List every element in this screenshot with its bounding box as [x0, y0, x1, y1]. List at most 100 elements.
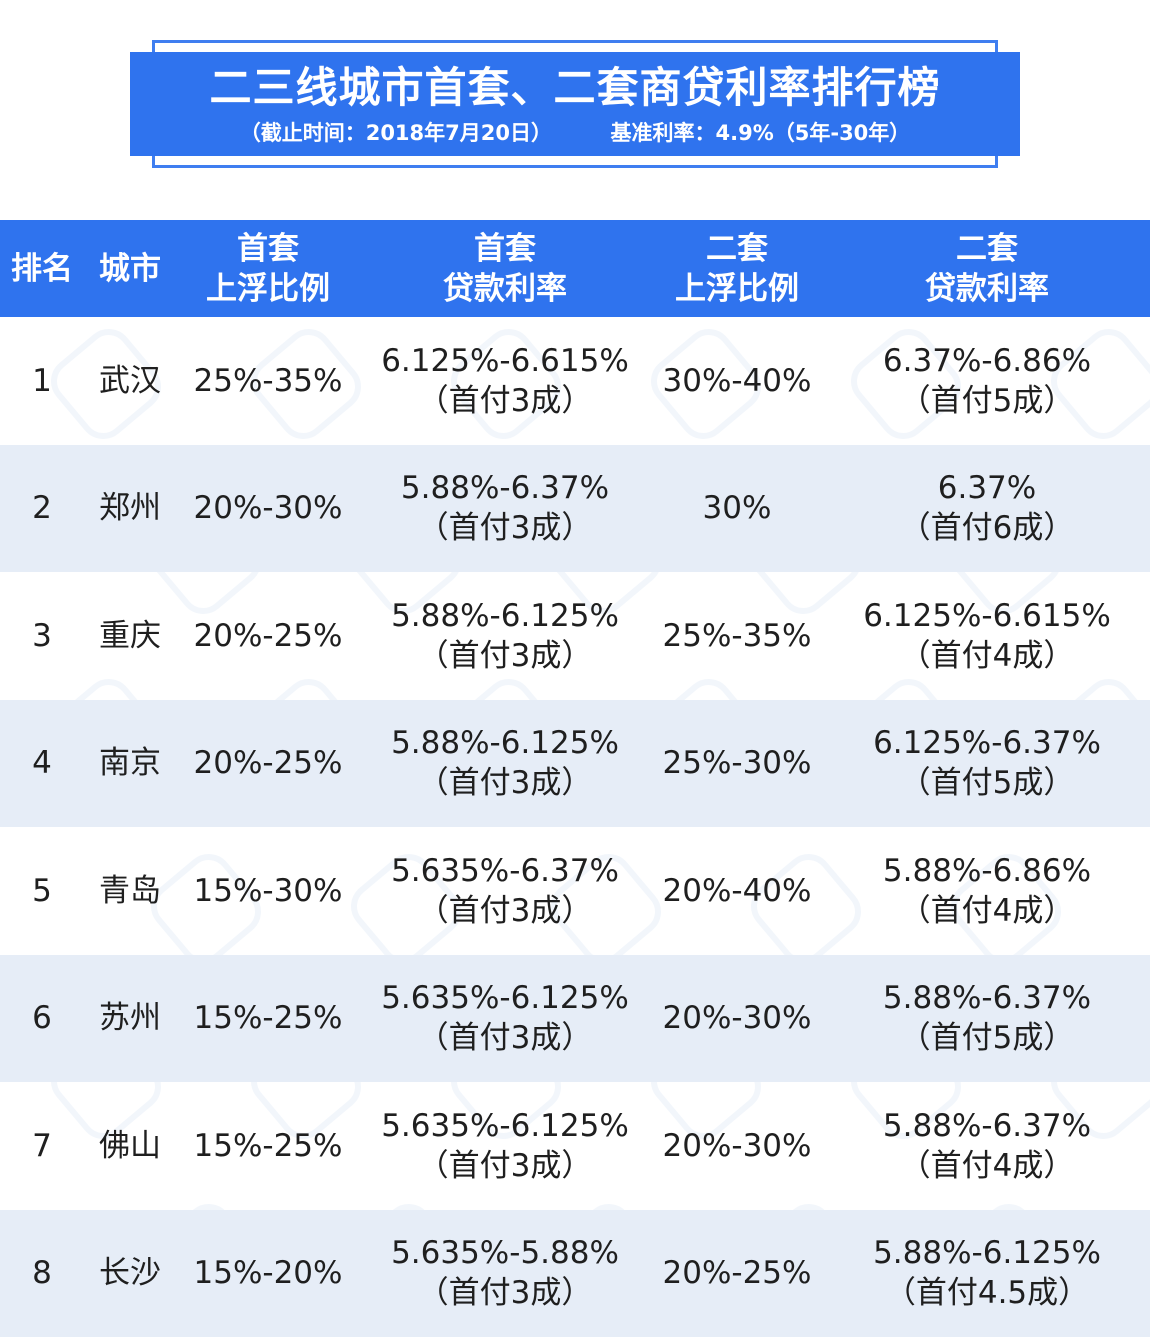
- first-down-payment-note: （首付3成）: [417, 1147, 593, 1184]
- rank-cell: 1: [32, 362, 52, 399]
- second-rate-cell: 6.125%-6.37% （首付5成）: [824, 700, 1150, 828]
- second-down-payment-note: （首付5成）: [899, 382, 1075, 419]
- first-float-cell: 20%-25%: [193, 745, 343, 782]
- rank-cell: 6: [32, 1000, 52, 1037]
- rank-cell: 2: [32, 490, 52, 527]
- second-rate-value: 5.88%-6.86%: [882, 852, 1092, 889]
- first-rate-cell: 6.125%-6.615% （首付3成）: [360, 317, 650, 445]
- header-second-rate-line1: 二套: [956, 230, 1018, 267]
- city-cell: 苏州: [99, 1000, 161, 1037]
- benchmark-rate-text: 基准利率：4.9%（5年-30年）: [610, 121, 911, 145]
- first-float-cell: 25%-35%: [193, 362, 343, 399]
- second-rate-value: 5.88%-6.37%: [882, 1107, 1092, 1144]
- second-rate-value: 5.88%-6.125%: [873, 1235, 1101, 1272]
- first-float-cell: 15%-30%: [193, 872, 343, 909]
- second-rate-value: 6.125%-6.37%: [873, 725, 1101, 762]
- second-rate-value: 6.37%-6.86%: [882, 342, 1092, 379]
- second-down-payment-note: （首付4成）: [899, 637, 1075, 674]
- city-cell: 武汉: [99, 362, 161, 399]
- first-rate-value: 5.635%-6.37%: [391, 852, 619, 889]
- second-rate-value: 6.125%-6.615%: [863, 597, 1111, 634]
- first-rate-value: 5.635%-5.88%: [391, 1235, 619, 1272]
- second-down-payment-note: （首付4.5成）: [884, 1275, 1090, 1312]
- table-row: 5 青岛 15%-30% 5.635%-6.37% （首付3成） 20%-40% …: [0, 827, 1150, 955]
- header-first-float-line1: 首套: [237, 230, 299, 267]
- second-float-cell: 20%-25%: [662, 1255, 812, 1292]
- rank-cell: 5: [32, 872, 52, 909]
- table-header: 排名 城市 首套 上浮比例 首套 贷款利率 二套 上浮比例 二套 贷款利率: [0, 220, 1150, 317]
- header-city: 城市: [99, 250, 161, 287]
- rank-cell: 3: [32, 617, 52, 654]
- city-cell: 重庆: [99, 617, 161, 654]
- second-rate-value: 5.88%-6.37%: [882, 980, 1092, 1017]
- header-second-float: 二套 上浮比例: [650, 220, 824, 317]
- first-rate-value: 5.635%-6.125%: [381, 980, 629, 1017]
- first-rate-value: 5.88%-6.125%: [391, 725, 619, 762]
- first-float-cell: 15%-25%: [193, 1127, 343, 1164]
- rank-cell: 4: [32, 745, 52, 782]
- second-down-payment-note: （首付6成）: [899, 510, 1075, 547]
- first-rate-cell: 5.635%-6.37% （首付3成）: [360, 827, 650, 955]
- first-down-payment-note: （首付3成）: [417, 1275, 593, 1312]
- second-rate-cell: 5.88%-6.125% （首付4.5成）: [824, 1210, 1150, 1337]
- second-float-cell: 20%-30%: [662, 1127, 812, 1164]
- table-row: 2 郑州 20%-30% 5.88%-6.37% （首付3成） 30% 6.37%…: [0, 444, 1150, 573]
- header-first-float-line2: 上浮比例: [206, 270, 330, 307]
- table-row: 4 南京 20%-25% 5.88%-6.125% （首付3成） 25%-30% …: [0, 699, 1150, 828]
- header-first-rate: 首套 贷款利率: [360, 220, 650, 317]
- header-second-rate-line2: 贷款利率: [925, 270, 1049, 307]
- page-title: 二三线城市首套、二套商贷利率排行榜: [209, 63, 941, 112]
- header-first-rate-line2: 贷款利率: [443, 270, 567, 307]
- city-cell: 南京: [99, 745, 161, 782]
- first-down-payment-note: （首付3成）: [417, 382, 593, 419]
- table-row: 7 佛山 15%-25% 5.635%-6.125% （首付3成） 20%-30%…: [0, 1082, 1150, 1210]
- second-rate-cell: 5.88%-6.37% （首付4成）: [824, 1082, 1150, 1210]
- rank-cell: 7: [32, 1127, 52, 1164]
- header-second-rate: 二套 贷款利率: [824, 220, 1150, 317]
- title-banner: 二三线城市首套、二套商贷利率排行榜 （截止时间：2018年7月20日） 基准利率…: [130, 52, 1020, 156]
- first-rate-cell: 5.88%-6.125% （首付3成）: [360, 700, 650, 828]
- table-row: 6 苏州 15%-25% 5.635%-6.125% （首付3成） 20%-30%…: [0, 954, 1150, 1083]
- first-rate-value: 5.88%-6.37%: [400, 470, 610, 507]
- rank-cell: 8: [32, 1255, 52, 1292]
- header-first-float: 首套 上浮比例: [176, 220, 360, 317]
- cutoff-date-text: （截止时间：2018年7月20日）: [239, 121, 552, 145]
- second-rate-cell: 6.125%-6.615% （首付4成）: [824, 572, 1150, 700]
- second-float-cell: 30%-40%: [662, 362, 812, 399]
- first-rate-value: 5.88%-6.125%: [391, 597, 619, 634]
- city-cell: 长沙: [99, 1255, 161, 1292]
- second-down-payment-note: （首付5成）: [899, 1020, 1075, 1057]
- city-cell: 佛山: [99, 1127, 161, 1164]
- second-float-cell: 20%-40%: [662, 872, 812, 909]
- city-cell: 青岛: [99, 872, 161, 909]
- first-rate-cell: 5.635%-5.88% （首付3成）: [360, 1210, 650, 1337]
- page-subtitle: （截止时间：2018年7月20日） 基准利率：4.9%（5年-30年）: [130, 120, 1020, 146]
- second-float-cell: 25%-35%: [662, 617, 812, 654]
- table-row: 8 长沙 15%-20% 5.635%-5.88% （首付3成） 20%-25% …: [0, 1209, 1150, 1337]
- rate-ranking-table: 排名 城市 首套 上浮比例 首套 贷款利率 二套 上浮比例 二套 贷款利率 1 …: [0, 220, 1150, 1337]
- second-float-cell: 20%-30%: [662, 1000, 812, 1037]
- second-rate-cell: 5.88%-6.37% （首付5成）: [824, 955, 1150, 1083]
- header-second-float-line2: 上浮比例: [675, 270, 799, 307]
- first-down-payment-note: （首付3成）: [417, 637, 593, 674]
- first-rate-cell: 5.635%-6.125% （首付3成）: [360, 1082, 650, 1210]
- city-cell: 郑州: [99, 490, 161, 527]
- first-rate-cell: 5.88%-6.37% （首付3成）: [360, 445, 650, 573]
- first-float-cell: 15%-25%: [193, 1000, 343, 1037]
- table-row: 3 重庆 20%-25% 5.88%-6.125% （首付3成） 25%-35% …: [0, 572, 1150, 700]
- second-down-payment-note: （首付4成）: [899, 892, 1075, 929]
- first-down-payment-note: （首付3成）: [417, 892, 593, 929]
- second-rate-cell: 5.88%-6.86% （首付4成）: [824, 827, 1150, 955]
- first-rate-value: 6.125%-6.615%: [381, 342, 629, 379]
- second-float-cell: 25%-30%: [662, 745, 812, 782]
- second-down-payment-note: （首付5成）: [899, 765, 1075, 802]
- header-second-float-line1: 二套: [706, 230, 768, 267]
- first-float-cell: 20%-30%: [193, 490, 343, 527]
- second-float-cell: 30%: [702, 490, 772, 527]
- second-rate-cell: 6.37% （首付6成）: [824, 445, 1150, 573]
- second-down-payment-note: （首付4成）: [899, 1147, 1075, 1184]
- header-first-rate-line1: 首套: [474, 230, 536, 267]
- second-rate-cell: 6.37%-6.86% （首付5成）: [824, 317, 1150, 445]
- first-rate-value: 5.635%-6.125%: [381, 1107, 629, 1144]
- header-rank: 排名: [11, 250, 73, 287]
